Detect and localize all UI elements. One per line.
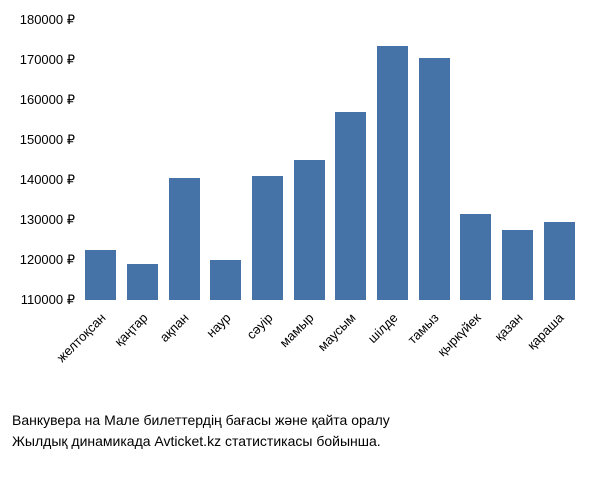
plot-area [80, 20, 580, 300]
bar [169, 178, 200, 300]
bar [127, 264, 158, 300]
bar [460, 214, 491, 300]
bar [210, 260, 241, 300]
y-tick-label: 160000 ₽ [20, 92, 75, 108]
y-tick-label: 150000 ₽ [20, 132, 75, 148]
bar [252, 176, 283, 300]
bar [377, 46, 408, 300]
y-tick-label: 170000 ₽ [20, 52, 75, 68]
caption-line-2: Жылдық динамикада Avticket.kz статистика… [12, 431, 390, 452]
y-tick-label: 140000 ₽ [20, 172, 75, 188]
bar [419, 58, 450, 300]
y-tick-label: 110000 ₽ [21, 292, 75, 308]
bar [294, 160, 325, 300]
bar [544, 222, 575, 300]
caption: Ванкувера на Мале билеттердің бағасы жән… [12, 410, 390, 452]
y-tick-label: 120000 ₽ [20, 252, 75, 268]
bar [85, 250, 116, 300]
bar [335, 112, 366, 300]
caption-line-1: Ванкувера на Мале билеттердің бағасы жән… [12, 410, 390, 431]
chart-container: 110000 ₽ 120000 ₽ 130000 ₽ 140000 ₽ 150000 ₽… [0, 0, 600, 500]
y-tick-label: 180000 ₽ [20, 12, 75, 28]
y-tick-label: 130000 ₽ [20, 212, 75, 228]
bar [502, 230, 533, 300]
